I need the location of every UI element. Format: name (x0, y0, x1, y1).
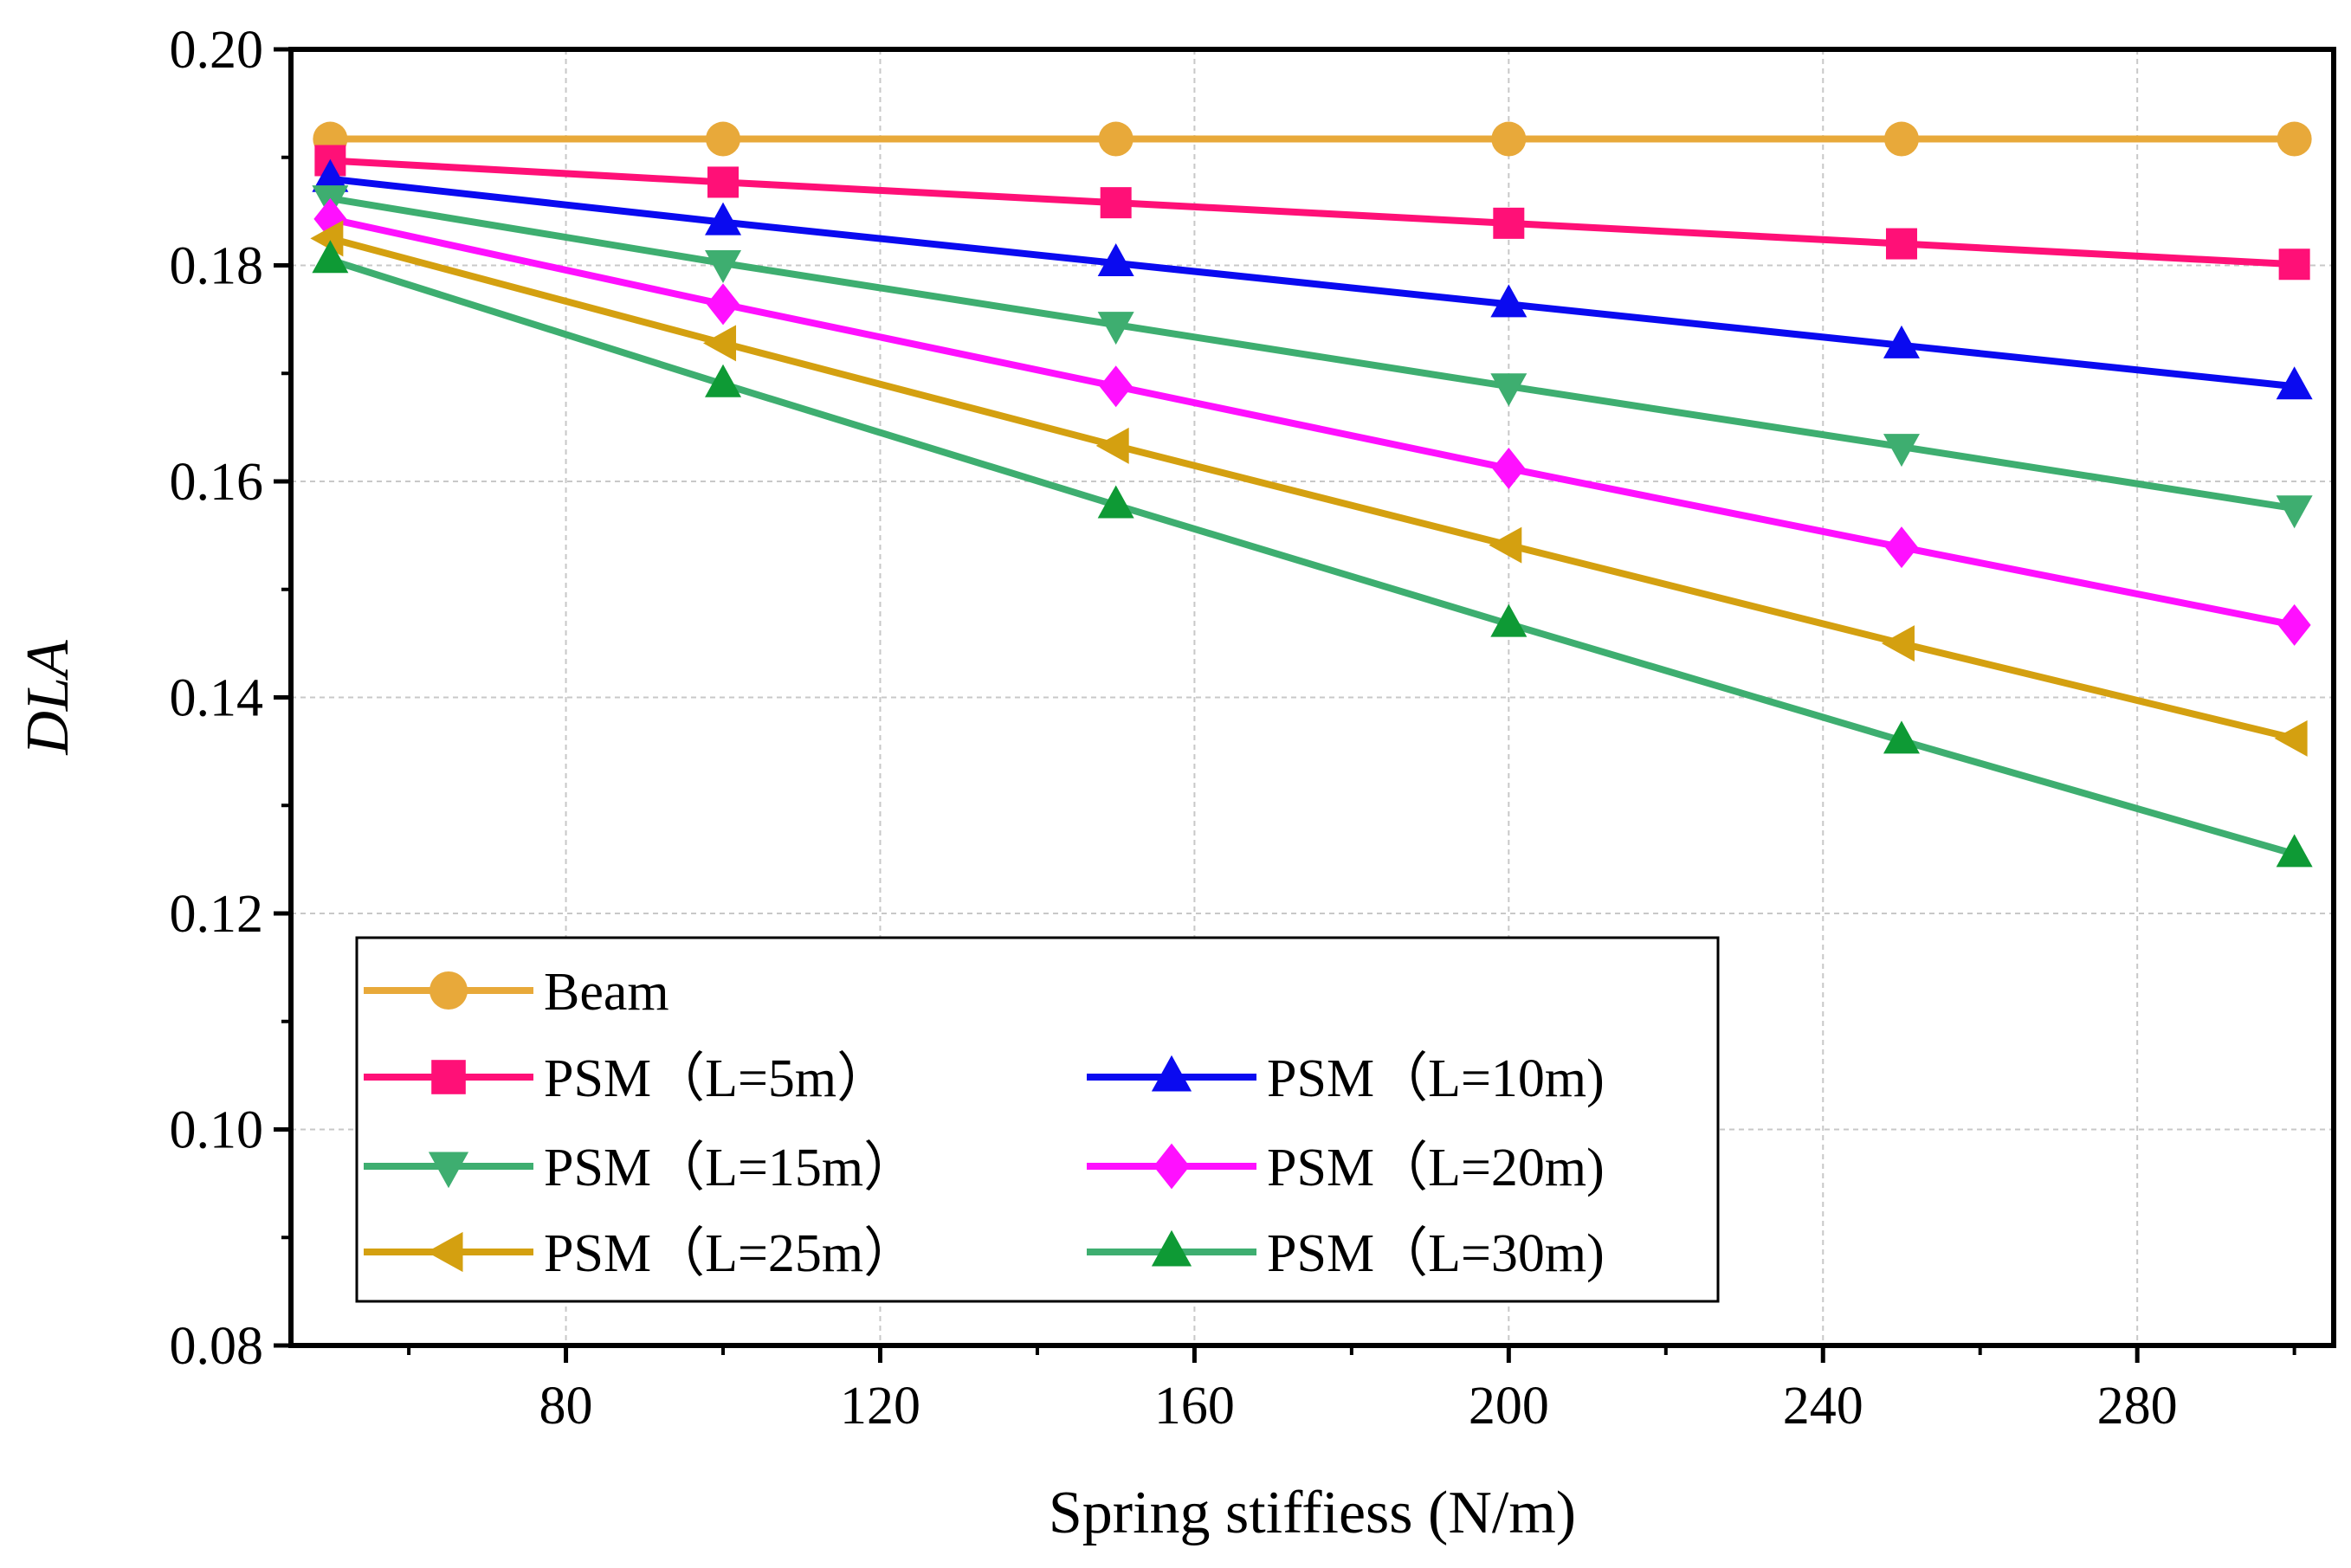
y-tick-label: 0.20 (170, 21, 264, 80)
legend-marker-2 (1151, 1055, 1192, 1092)
data-point-s6-3 (1490, 603, 1528, 637)
legend-label-1: PSM（L=5m） (544, 1049, 890, 1108)
legend-marker-3 (428, 1152, 469, 1189)
legend-marker-1 (431, 1060, 466, 1094)
data-point-s4-5 (2277, 603, 2311, 646)
data-point-s5-3 (1489, 526, 1522, 564)
x-tick-label: 280 (2097, 1377, 2178, 1436)
legend-marker-4 (1153, 1143, 1190, 1190)
data-point-s6-5 (2276, 834, 2313, 868)
x-axis-title: Spring stiffiess (N/m) (1049, 1480, 1576, 1546)
data-point-s5-4 (1881, 625, 1915, 662)
data-point-s2-0 (312, 158, 349, 192)
legend-label-2: PSM（L=10m) (1267, 1049, 1605, 1108)
data-point-s2-5 (2276, 366, 2313, 400)
data-point-s6-1 (705, 364, 742, 397)
legend-marker-6 (1151, 1229, 1192, 1267)
series-markers (310, 121, 2313, 868)
series-line-5 (329, 235, 2296, 742)
data-point-s6-2 (1097, 485, 1134, 519)
data-point-s5-5 (2274, 719, 2308, 757)
legend-marker-0 (430, 971, 468, 1010)
legend-label-3: PSM（L=15m） (544, 1139, 917, 1197)
legend-marker-5 (426, 1231, 463, 1273)
x-tick-label: 200 (1469, 1377, 1549, 1436)
data-point-s1-5 (2278, 248, 2310, 281)
series-line-1 (330, 157, 2295, 268)
data-point-s3-1 (705, 250, 742, 284)
y-tick-label: 0.14 (170, 669, 264, 728)
legend-label-4: PSM（L=20m) (1267, 1139, 1605, 1197)
data-point-s3-5 (2276, 495, 2313, 529)
data-point-s6-4 (1883, 720, 1920, 754)
legend-label-5: PSM（L=25m） (544, 1224, 917, 1283)
data-point-s0-3 (1491, 121, 1527, 157)
data-point-s2-1 (705, 202, 742, 236)
y-tick-label: 0.12 (170, 885, 264, 944)
data-point-s5-0 (310, 220, 344, 257)
y-tick-label: 0.16 (170, 453, 264, 512)
data-point-s4-2 (1099, 365, 1133, 408)
series-lines (329, 135, 2296, 858)
y-axis-title: DLA (15, 640, 81, 755)
data-point-s1-4 (1885, 228, 1917, 260)
x-tick-label: 120 (840, 1377, 920, 1436)
data-point-s6-0 (312, 240, 349, 274)
x-axis-ticks: 80 120 160 200 240 280 (407, 1345, 2296, 1436)
y-tick-label: 0.10 (170, 1101, 264, 1160)
legend-label-6: PSM（L=30m) (1267, 1224, 1605, 1283)
legend-label-0: Beam (544, 963, 669, 1022)
data-point-s0-4 (1883, 121, 1919, 157)
x-tick-label: 240 (1783, 1377, 1863, 1436)
series-line-3 (329, 195, 2296, 513)
x-tick-label: 160 (1154, 1377, 1235, 1436)
data-point-s5-1 (703, 325, 737, 362)
data-point-s4-0 (313, 197, 347, 240)
data-point-s2-4 (1883, 325, 1920, 358)
data-point-s4-4 (1884, 526, 1918, 569)
data-point-s5-2 (1095, 427, 1129, 464)
y-axis-ticks: 0.08 0.10 0.12 0.14 0.16 0.18 0.20 (170, 21, 291, 1376)
y-tick-label: 0.18 (170, 237, 264, 296)
data-point-s0-5 (2277, 121, 2312, 157)
data-point-s2-3 (1490, 284, 1528, 318)
data-point-s4-3 (1492, 448, 1526, 490)
data-point-s4-1 (707, 283, 740, 326)
data-point-s3-4 (1883, 434, 1920, 468)
data-point-s3-2 (1097, 312, 1134, 345)
data-point-s1-2 (1100, 187, 1132, 219)
y-tick-label: 0.08 (170, 1317, 264, 1376)
data-point-s0-2 (1098, 121, 1134, 157)
series-line-2 (329, 175, 2296, 390)
data-point-s1-3 (1493, 207, 1525, 239)
x-tick-label: 80 (539, 1377, 593, 1436)
data-point-s2-2 (1097, 243, 1134, 277)
data-point-s0-1 (706, 121, 741, 157)
series-line-6 (329, 256, 2296, 858)
legend: Beam PSM（L=5m） PSM（L=10m) PSM（L=15m） PSM（L=2… (355, 936, 1720, 1303)
data-point-s3-3 (1490, 373, 1528, 407)
series-line-4 (329, 215, 2296, 629)
legend-box (355, 936, 1720, 1303)
data-point-s1-1 (707, 166, 740, 198)
